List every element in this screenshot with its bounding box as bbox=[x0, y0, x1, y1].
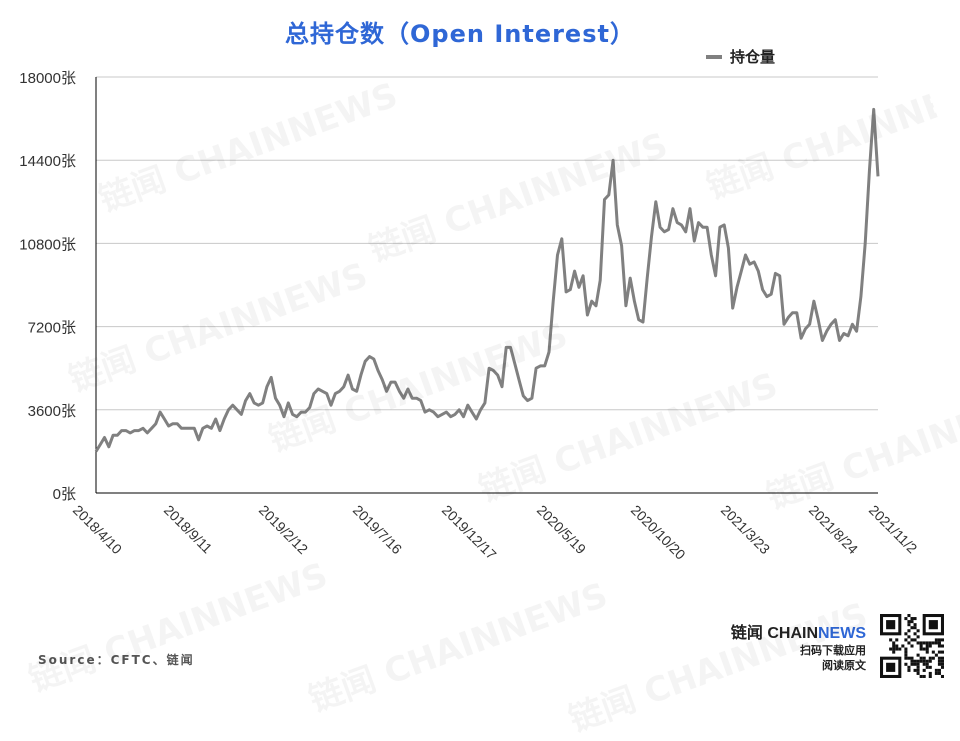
brand-en1: CHAIN bbox=[767, 625, 818, 642]
brand-download-text: 扫码下载应用 bbox=[800, 644, 866, 657]
x-tick-label: 2019/7/16 bbox=[350, 502, 406, 558]
series-line bbox=[94, 107, 880, 453]
y-tick-label: 18000张 bbox=[19, 70, 76, 87]
brand-en2: NEWS bbox=[818, 625, 866, 642]
x-tick-label: 2021/3/23 bbox=[718, 502, 774, 558]
x-tick-label: 2018/9/11 bbox=[161, 502, 216, 557]
legend: 持仓量 bbox=[706, 46, 775, 67]
chart-title: 总持仓数（Open Interest） bbox=[285, 20, 635, 48]
brand-read-text: 阅读原文 bbox=[822, 659, 866, 672]
legend-swatch bbox=[706, 54, 722, 59]
legend-label: 持仓量 bbox=[730, 48, 776, 66]
x-tick-label: 2021/11/2 bbox=[866, 502, 921, 557]
qr-code-icon[interactable] bbox=[880, 614, 944, 678]
x-tick-label: 2019/12/17 bbox=[439, 502, 500, 563]
x-tick-label: 2020/10/20 bbox=[628, 502, 689, 563]
x-tick-label: 2020/5/19 bbox=[534, 502, 590, 558]
brand-cn: 链闻 bbox=[730, 625, 763, 642]
line-chart: 0张 3600张 7200张 10800张 14400张 18000张 2018/4/10 2… bbox=[19, 70, 921, 563]
x-tick-label: 2018/4/10 bbox=[70, 502, 126, 558]
y-tick-label: 10800张 bbox=[19, 236, 76, 253]
y-tick-label: 7200张 bbox=[28, 320, 76, 337]
brand-logo: 链闻 CHAINNEWS bbox=[726, 619, 866, 643]
y-tick-label: 14400张 bbox=[19, 153, 76, 170]
brand-block: 链闻 CHAINNEWS 扫码下载应用 阅读原文 bbox=[726, 619, 866, 673]
y-tick-label: 0张 bbox=[53, 486, 76, 503]
y-tick-label: 3600张 bbox=[28, 403, 76, 420]
source-note: Source：CFTC、链闻 bbox=[38, 653, 195, 667]
x-tick-label: 2021/8/24 bbox=[806, 502, 862, 558]
x-tick-label: 2019/2/12 bbox=[256, 502, 312, 558]
